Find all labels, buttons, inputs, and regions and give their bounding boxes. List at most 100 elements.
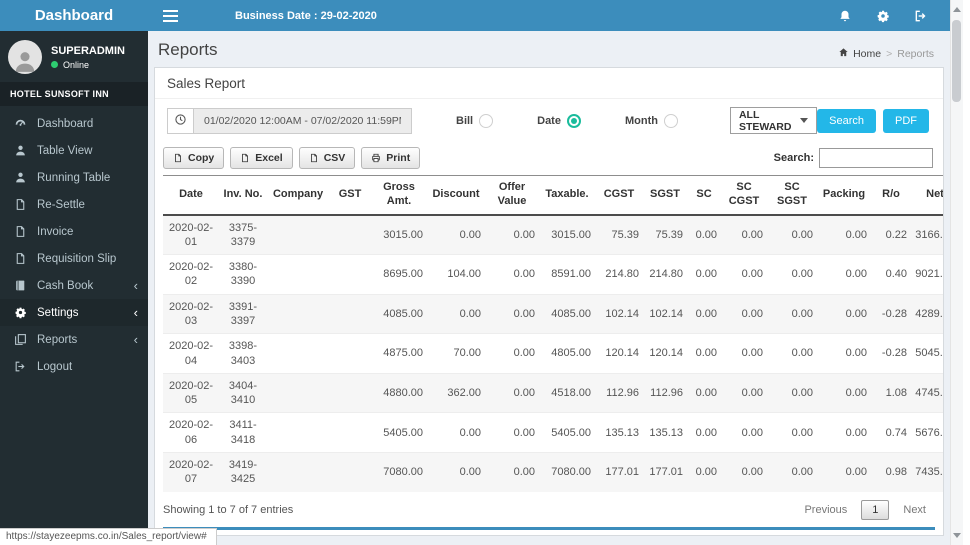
breadcrumb-current: Reports	[897, 48, 934, 60]
cell: 3411-3418	[219, 412, 267, 453]
column-header-packing[interactable]: Packing	[817, 175, 871, 216]
column-header-date[interactable]: Date	[163, 175, 219, 216]
cell: 2020-02-06	[163, 412, 219, 453]
radio-circle-icon[interactable]	[663, 113, 678, 128]
cell: 362.00	[427, 372, 485, 413]
search-button[interactable]: Search	[817, 108, 876, 133]
cell: 0.00	[767, 452, 817, 492]
cell	[329, 412, 371, 453]
column-header-cgst[interactable]: CGST	[595, 175, 643, 216]
cell: 0.00	[817, 372, 871, 413]
radio-circle-icon[interactable]	[566, 113, 581, 128]
file-icon	[14, 252, 27, 265]
pdf-button[interactable]: PDF	[883, 108, 929, 133]
sidebar-item-cash-book[interactable]: Cash Book ‹	[0, 272, 148, 299]
column-header-gst[interactable]: GST	[329, 175, 371, 216]
sidebar-item-requisition-slip[interactable]: Requisition Slip	[0, 245, 148, 272]
cell: 0.00	[721, 452, 767, 492]
sign-out-icon[interactable]	[914, 9, 928, 23]
copy-export-button[interactable]: Copy	[163, 147, 225, 169]
radio-bill[interactable]: Bill	[456, 113, 494, 128]
excel-export-button[interactable]: Excel	[230, 147, 293, 169]
sidebar-item-dashboard[interactable]: Dashboard	[0, 110, 148, 137]
cell: 0.00	[687, 254, 721, 295]
cell: 4518.00	[539, 372, 595, 413]
cell: -0.28	[871, 293, 911, 334]
sidebar-item-running-table[interactable]: Running Table	[0, 164, 148, 191]
scrollbar-track[interactable]	[950, 0, 963, 545]
sidebar-item-invoice[interactable]: Invoice	[0, 218, 148, 245]
column-header-offer-value[interactable]: Offer Value	[485, 175, 539, 216]
cell: 4289.00	[911, 293, 943, 334]
table-bottom-divider	[163, 526, 935, 530]
cell	[267, 254, 329, 295]
column-header-r-o[interactable]: R/o	[871, 175, 911, 216]
gear-icon[interactable]	[876, 9, 890, 23]
cell: 102.14	[595, 293, 643, 334]
sales-report-table: Date Inv. No. Company GST Gross Amt. Discount…	[163, 175, 943, 492]
column-header-sc-cgst[interactable]: SC CGST	[721, 175, 767, 216]
file-icon	[173, 153, 183, 163]
table-toolbar: Copy Excel CSV Print Search:	[155, 141, 943, 175]
sidebar-item-label: Table View	[37, 144, 93, 157]
print-export-button[interactable]: Print	[361, 147, 421, 169]
cell: 2020-02-04	[163, 333, 219, 374]
radio-circle-icon[interactable]	[479, 113, 494, 128]
cell: 0.00	[845, 228, 867, 241]
sidebar-item-reports[interactable]: Reports ‹	[0, 326, 148, 353]
sidebar-item-re-settle[interactable]: Re-Settle	[0, 191, 148, 218]
column-header-sc-sgst[interactable]: SC SGST	[767, 175, 817, 216]
column-header-discount[interactable]: Discount	[427, 175, 485, 216]
pagination-page-1[interactable]: 1	[861, 499, 890, 520]
sidebar-item-table-view[interactable]: Table View	[0, 137, 148, 164]
scrollbar-up-arrow[interactable]	[953, 7, 961, 12]
cell: 0.00	[817, 412, 871, 453]
chevron-down-icon	[800, 118, 809, 123]
brand-link[interactable]: Dashboard	[34, 7, 114, 24]
cell: 4745.00	[911, 372, 943, 413]
column-header-gross-amt-[interactable]: Gross Amt.	[371, 175, 427, 216]
column-header-inv-no-[interactable]: Inv. No.	[219, 175, 267, 216]
sidebar-item-logout[interactable]: Logout	[0, 353, 148, 380]
scrollbar-down-arrow[interactable]	[953, 533, 961, 538]
pagination-previous[interactable]: Previous	[804, 503, 848, 516]
pagination-next[interactable]: Next	[903, 503, 926, 516]
scrollbar-thumb[interactable]	[952, 20, 961, 102]
topbar: Dashboard Business Date : 29-02-2020	[0, 0, 950, 31]
cell: 0.00	[485, 372, 539, 413]
cell: 102.14	[643, 293, 687, 334]
column-header-company[interactable]: Company	[267, 175, 329, 216]
cell: 75.39	[611, 228, 639, 241]
column-header-net[interactable]: Net	[911, 175, 943, 216]
date-range-picker-button[interactable]	[167, 107, 194, 134]
sidebar-item-label: Invoice	[37, 225, 74, 238]
cell	[329, 254, 371, 295]
date-range-input[interactable]	[194, 107, 412, 134]
cell: 0.00	[459, 228, 481, 241]
radio-date[interactable]: Date	[537, 113, 581, 128]
table-search-input[interactable]	[819, 148, 933, 168]
csv-export-button[interactable]: CSV	[298, 147, 356, 169]
cell: 4880.00	[371, 372, 427, 413]
file-icon	[14, 198, 27, 211]
hamburger-icon[interactable]	[148, 0, 193, 31]
bell-icon[interactable]	[838, 9, 852, 23]
cell: 0.00	[721, 412, 767, 453]
cell: 5405.00	[539, 412, 595, 453]
column-header-taxable-[interactable]: Taxable.	[539, 175, 595, 216]
column-header-sgst[interactable]: SGST	[643, 175, 687, 216]
chevron-left-icon: ‹	[133, 332, 138, 347]
cell	[329, 293, 371, 334]
user-panel: SUPERADMIN Online	[0, 31, 148, 82]
cell: 5045.00	[911, 333, 943, 374]
cell: 4805.00	[539, 333, 595, 374]
cell: 214.80	[643, 254, 687, 295]
steward-select[interactable]: ALL STEWARD	[729, 107, 818, 134]
cell: 70.00	[427, 333, 485, 374]
column-header-sc[interactable]: SC	[687, 175, 721, 216]
sidebar-item-settings[interactable]: Settings ‹	[0, 299, 148, 326]
radio-month[interactable]: Month	[625, 113, 678, 128]
breadcrumb-home-link[interactable]: Home	[838, 47, 881, 61]
cell	[267, 452, 329, 492]
cell	[329, 372, 371, 413]
